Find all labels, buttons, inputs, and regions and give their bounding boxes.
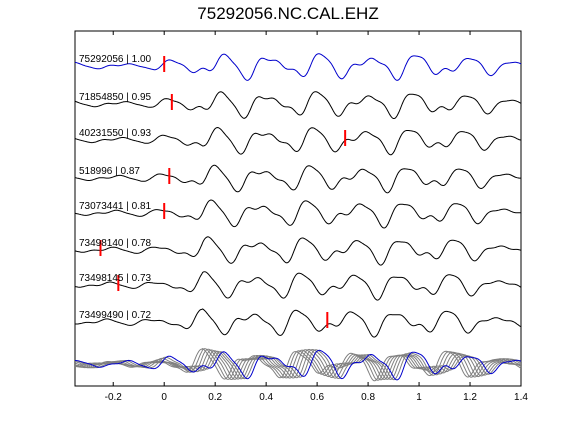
stack-trace [74, 348, 522, 380]
trace-4 [74, 164, 521, 194]
x-tick-label: 1.4 [514, 392, 528, 403]
trace-6 [74, 236, 522, 266]
trace-label: 73499490 | 0.72 [79, 310, 152, 321]
trace-label: 73498145 | 0.73 [79, 273, 152, 284]
plot-frame [74, 30, 522, 387]
trace-3 [74, 126, 522, 156]
trace-label: 75292056 | 1.00 [79, 54, 152, 65]
trace-label: 73073441 | 0.81 [79, 201, 152, 212]
trace-label: 40231550 | 0.93 [79, 128, 152, 139]
trace-label: 71854850 | 0.95 [79, 92, 152, 103]
stack-trace [74, 348, 522, 381]
x-tick-label: 0.6 [310, 392, 324, 403]
x-tick-label: 1 [416, 392, 422, 403]
x-tick-label: 0.8 [361, 392, 375, 403]
x-tick-label: 0.4 [259, 392, 273, 403]
trace-8 [75, 308, 522, 338]
x-tick-label: 1.2 [463, 392, 477, 403]
trace-2 [74, 91, 522, 119]
x-tick-label: 0 [161, 392, 167, 403]
x-tick-label: -0.2 [105, 392, 123, 403]
trace-1 [74, 53, 522, 81]
stack-trace [75, 349, 522, 381]
trace-7 [74, 271, 522, 301]
trace-label: 518996 | 0.87 [79, 166, 140, 177]
trace-label: 73498140 | 0.78 [79, 238, 152, 249]
stack-trace [74, 349, 521, 381]
x-tick-label: 0.2 [208, 392, 222, 403]
trace-5 [74, 199, 521, 229]
chart-title: 75292056.NC.CAL.EHZ [197, 4, 379, 23]
